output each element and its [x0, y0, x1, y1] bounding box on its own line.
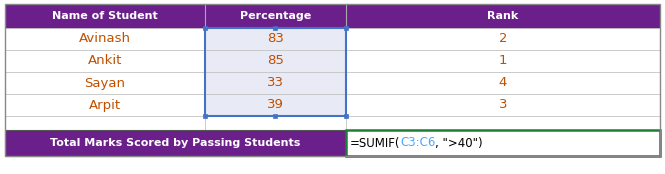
Text: Avinash: Avinash [79, 33, 131, 45]
Bar [5, 4, 660, 156]
Bar [5, 94, 205, 116]
Bar [346, 130, 660, 156]
Text: 33: 33 [267, 77, 284, 89]
Text: 83: 83 [267, 33, 284, 45]
Bar [273, 26, 277, 30]
Bar [5, 28, 205, 50]
Bar [5, 130, 346, 156]
Text: 85: 85 [267, 54, 284, 68]
Text: Rank: Rank [487, 11, 519, 21]
Text: 1: 1 [499, 54, 507, 68]
Bar [346, 94, 660, 116]
Text: Arpit: Arpit [89, 98, 121, 112]
Bar [205, 72, 346, 94]
Bar [273, 114, 277, 118]
Text: Ankit: Ankit [88, 54, 122, 68]
Text: 39: 39 [267, 98, 284, 112]
Bar [346, 28, 660, 50]
Text: C3:C6: C3:C6 [400, 136, 436, 149]
Bar [203, 114, 207, 118]
Bar [205, 50, 346, 72]
Text: Sayan: Sayan [84, 77, 126, 89]
Bar [5, 116, 205, 130]
Bar [205, 28, 346, 50]
Text: Total Marks Scored by Passing Students: Total Marks Scored by Passing Students [50, 138, 301, 148]
Bar [5, 50, 205, 72]
Bar [346, 4, 660, 28]
Bar [344, 114, 348, 118]
Bar [5, 72, 205, 94]
Bar [205, 116, 346, 130]
Bar [346, 72, 660, 94]
Text: Percentage: Percentage [239, 11, 311, 21]
Text: 3: 3 [499, 98, 507, 112]
Bar [205, 28, 346, 116]
Text: , ">40"): , ">40") [436, 136, 483, 149]
Bar [205, 4, 346, 28]
Bar [5, 4, 205, 28]
Bar [346, 116, 660, 130]
Text: =SUMIF(: =SUMIF( [350, 136, 400, 149]
Bar [205, 94, 346, 116]
Bar [203, 26, 207, 30]
Text: Name of Student: Name of Student [52, 11, 158, 21]
Bar [346, 50, 660, 72]
Text: 4: 4 [499, 77, 507, 89]
Bar [344, 26, 348, 30]
Text: 2: 2 [499, 33, 507, 45]
